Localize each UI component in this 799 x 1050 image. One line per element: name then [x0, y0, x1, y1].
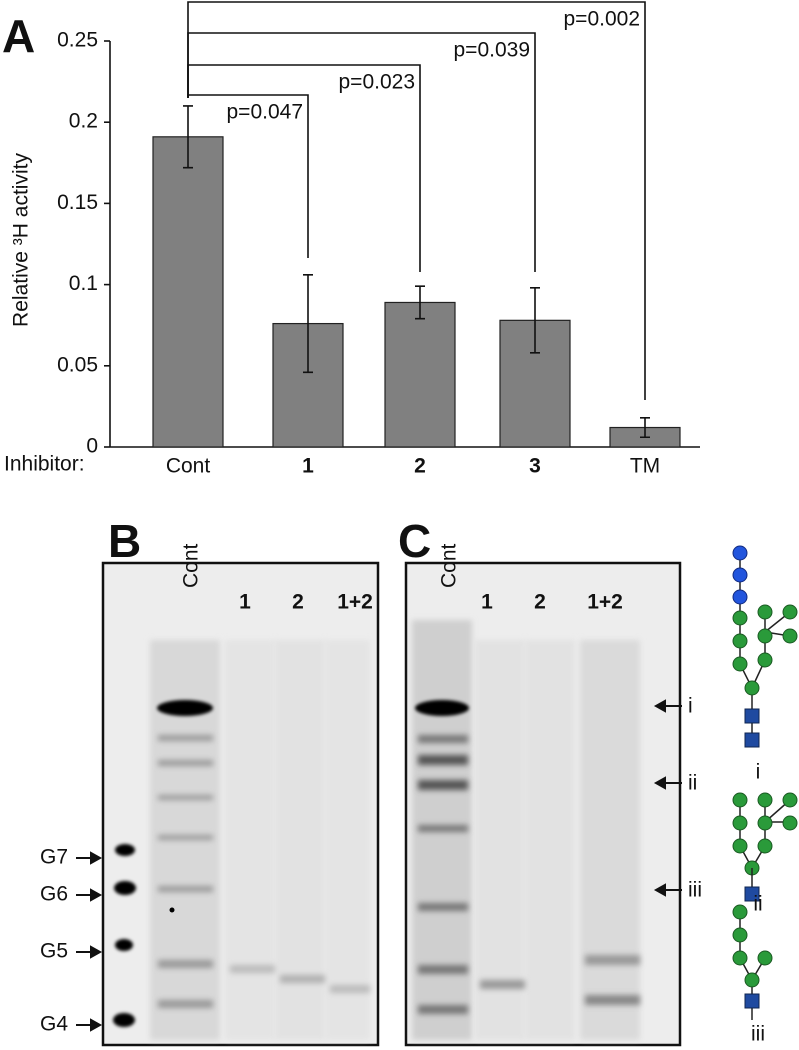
band-label: iii: [688, 879, 702, 902]
error-bar: [530, 287, 540, 354]
y-tick-label: 0.05: [57, 353, 98, 376]
lane-label: 2: [292, 591, 304, 614]
lane-label: 1: [481, 591, 493, 614]
glycan-label: ii: [753, 893, 762, 916]
error-bar: [303, 274, 313, 374]
x-tick-label: Cont: [166, 455, 211, 478]
y-tick-label: 0: [86, 435, 98, 458]
p-value: p=0.047: [227, 101, 304, 124]
bar: [152, 136, 224, 448]
lane-label: 1+2: [337, 591, 373, 614]
panel-label: C: [398, 515, 431, 567]
y-tick-label: 0.1: [69, 272, 98, 295]
panel-label: A: [2, 10, 35, 62]
marker-label: G5: [40, 940, 68, 963]
bar: [384, 301, 456, 448]
glycan-structures: [732, 545, 798, 1020]
lane-label: 1: [239, 591, 251, 614]
x-tick-label: 2: [414, 455, 426, 478]
y-tick-label: 0.15: [57, 191, 98, 214]
error-bar: [415, 285, 425, 320]
y-tick-label: 0.25: [57, 29, 98, 52]
marker-label: G6: [40, 883, 68, 906]
gel-b: [101, 561, 380, 1047]
error-bar: [640, 416, 650, 439]
significance-bracket: [187, 1, 646, 400]
panel-label: B: [108, 515, 141, 567]
x-tick-label: TM: [630, 455, 660, 478]
lane-label: 2: [534, 591, 546, 614]
p-value: p=0.023: [339, 71, 416, 94]
lane-label: Cont: [180, 543, 203, 588]
band-arrows: [653, 699, 682, 897]
band-label: ii: [688, 772, 697, 795]
p-value: p=0.039: [454, 39, 531, 62]
x-tick-label: 3: [529, 455, 541, 478]
glycan-label: i: [756, 761, 761, 784]
y-axis-label: Relative ³H activity: [10, 153, 33, 327]
marker-arrows: [76, 851, 103, 1032]
error-bar: [183, 105, 193, 169]
marker-label: G7: [40, 846, 68, 869]
band-label: i: [688, 695, 693, 718]
glycan-label: iii: [751, 1023, 765, 1046]
x-tick-label: 1: [302, 455, 314, 478]
significance-bracket: [187, 32, 536, 272]
lane-label: Cont: [438, 543, 461, 588]
p-value: p=0.002: [564, 8, 641, 31]
gel-c: [404, 561, 682, 1047]
x-axis-label: Inhibitor:: [4, 453, 85, 476]
marker-label: G4: [40, 1013, 68, 1036]
lane-label: 1+2: [587, 591, 623, 614]
y-tick-label: 0.2: [69, 110, 98, 133]
